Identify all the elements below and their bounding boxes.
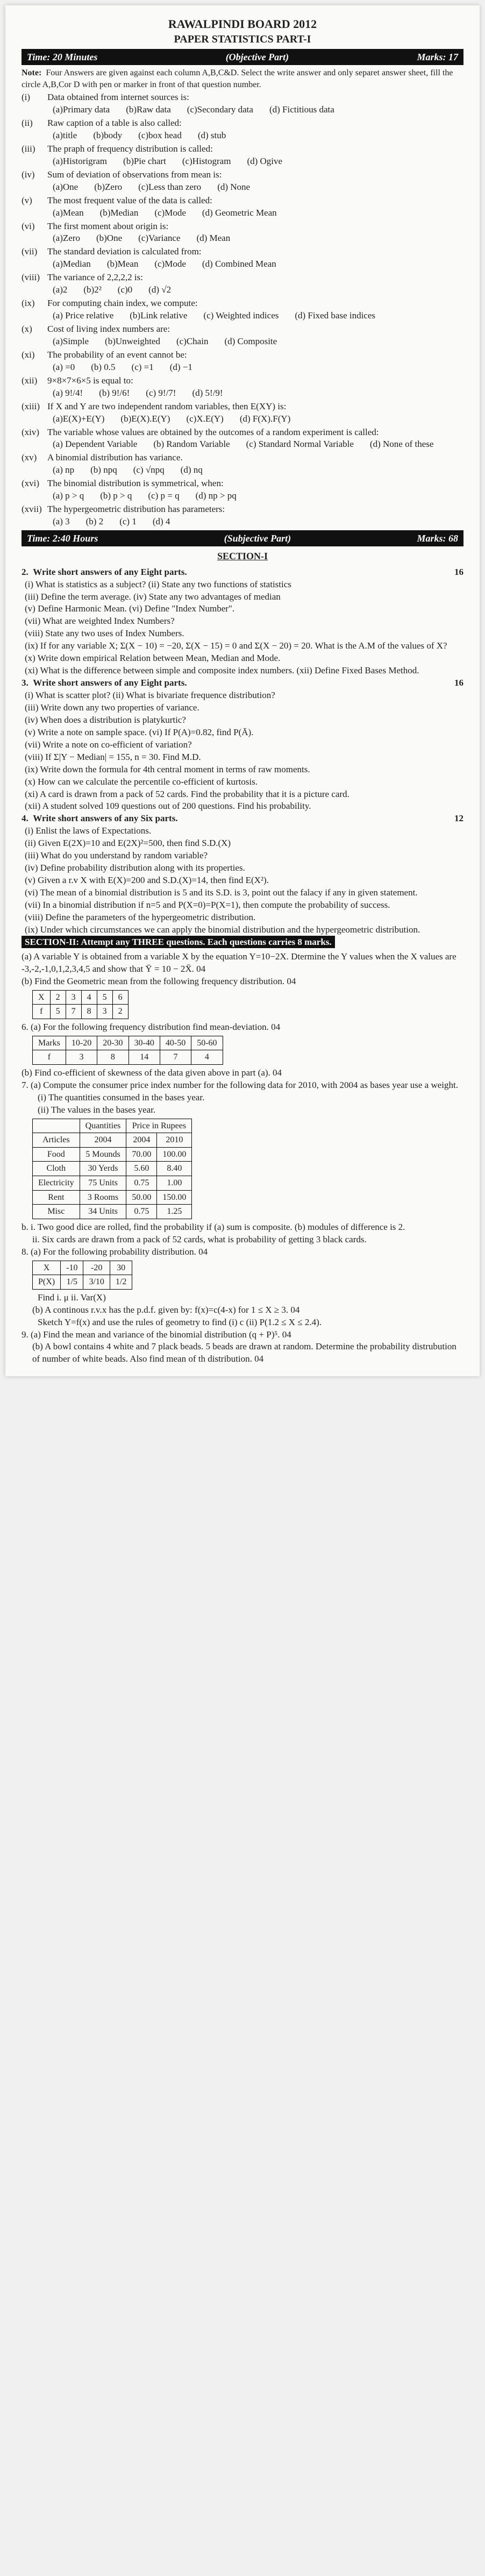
short-item: (v) Write a note on sample space. (vi) I… [25, 727, 463, 739]
mcq-item: (ix)For computing chain index, we comput… [22, 297, 463, 322]
mcq-item: (xv)A binomial distribution has variance… [22, 452, 463, 476]
short-item: (x) Write down empirical Relation betwee… [25, 652, 463, 665]
short-item: (ix) Write down the formula for 4th cent… [25, 764, 463, 776]
short-item: (xii) A student solved 109 questions out… [25, 800, 463, 813]
q8b2: Sketch Y=f(x) and use the rules of geome… [38, 1317, 463, 1329]
q2-head: 2. Write short answers of any Eight part… [22, 566, 463, 579]
paper-title: PAPER STATISTICS PART-I [22, 32, 463, 47]
short-item: (i) Enlist the laws of Expectations. [25, 825, 463, 837]
section2-bar: SECTION-II: Attempt any THREE questions.… [22, 936, 463, 949]
mcq-item: (iv)Sum of deviation of observations fro… [22, 169, 463, 194]
mcq-list: (i)Data obtained from internet sources i… [22, 91, 463, 528]
mcq-item: (xvi)The binomial distribution is symmet… [22, 478, 463, 502]
q2-items: (i) What is statistics as a subject? (ii… [22, 579, 463, 678]
obj-marks: Marks: 17 [417, 51, 458, 63]
mcq-item: (xiii)If X and Y are two independent ran… [22, 401, 463, 425]
q6b: (b) Find co-efficient of skewness of the… [22, 1067, 463, 1079]
short-item: (viii) State any two uses of Index Numbe… [25, 628, 463, 640]
q3-marks: 16 [454, 677, 463, 689]
mcq-item: (viii)The variance of 2,2,2,2 is:(a)2(b)… [22, 272, 463, 296]
short-item: (iii) Write down any two properties of v… [25, 702, 463, 714]
q3-items: (i) What is scatter plot? (ii) What is b… [22, 689, 463, 813]
q7a-text: (a) Compute the consumer price index num… [31, 1080, 458, 1090]
subj-marks: Marks: 68 [417, 532, 458, 545]
subjective-bar: Time: 2:40 Hours (Subjective Part) Marks… [22, 530, 463, 546]
short-item: (xi) A card is drawn from a pack of 52 c… [25, 788, 463, 801]
table-q6: Marks10-2020-3030-4040-5050-60f381474 [32, 1036, 223, 1065]
subj-label: (Subjective Part) [224, 532, 291, 545]
q7a: 7. (a) Compute the consumer price index … [22, 1079, 463, 1092]
table-q5: X23456f57832 [32, 990, 129, 1019]
short-item: (ii) Given E(2X)=10 and E(2X)²=500, then… [25, 837, 463, 850]
q4-items: (i) Enlist the laws of Expectations.(ii)… [22, 825, 463, 936]
q7bii: ii. Six cards are drawn from a pack of 5… [32, 1234, 463, 1246]
q7i: (i) The quantities consumed in the bases… [38, 1092, 463, 1104]
q3-title: Write short answers of any Eight parts. [33, 678, 187, 688]
q9a-text: (a) Find the mean and variance of the bi… [31, 1329, 291, 1340]
short-item: (vi) The mean of a binomial distribution… [25, 887, 463, 899]
q7ii: (ii) The values in the bases year. [38, 1104, 463, 1116]
q4-marks: 12 [454, 813, 463, 825]
short-item: (iv) When does a distribution is platyku… [25, 714, 463, 727]
q5b: (b) Find the Geometric mean from the fol… [22, 976, 463, 988]
q8a-text: (a) For the following probability distri… [31, 1247, 208, 1257]
obj-time: Time: 20 Minutes [27, 51, 97, 63]
short-item: (vii) Write a note on co-efficient of va… [25, 739, 463, 751]
q3-head: 3. Write short answers of any Eight part… [22, 677, 463, 689]
subj-time: Time: 2:40 Hours [27, 532, 98, 545]
mcq-item: (xvii)The hypergeometric distribution ha… [22, 503, 463, 528]
q8b: (b) A continous r.v.x has the p.d.f. giv… [32, 1304, 463, 1317]
table-q7: QuantitiesPrice in RupeesArticles2004200… [32, 1119, 192, 1219]
section2-label: SECTION-II: Attempt any THREE questions.… [22, 936, 335, 948]
q5a: (a) A variable Y is obtained from a vari… [22, 951, 463, 976]
mcq-item: (vi)The first moment about origin is:(a)… [22, 220, 463, 245]
q4-head: 4. Write short answers of any Six parts.… [22, 813, 463, 825]
mcq-item: (x)Cost of living index numbers are:(a)S… [22, 323, 463, 348]
obj-label: (Objective Part) [226, 51, 289, 63]
q9a: 9. (a) Find the mean and variance of the… [22, 1329, 463, 1341]
mcq-item: (xii)9×8×7×6×5 is equal to:(a) 9!/4!(b) … [22, 375, 463, 400]
mcq-item: (xiv)The variable whose values are obtai… [22, 426, 463, 451]
exam-page: RAWALPINDI BOARD 2012 PAPER STATISTICS P… [5, 5, 480, 1376]
short-item: (i) What is statistics as a subject? (ii… [25, 579, 463, 591]
q2-title: Write short answers of any Eight parts. [33, 567, 187, 577]
note-text: Four Answers are given against each colu… [22, 68, 453, 89]
q8a: 8. (a) For the following probability dis… [22, 1246, 463, 1258]
q4-title: Write short answers of any Six parts. [33, 813, 177, 823]
q9b: (b) A bowl contains 4 white and 7 plack … [32, 1341, 463, 1365]
mcq-item: (ii)Raw caption of a table is also calle… [22, 117, 463, 142]
short-item: (vii) What are weighted Index Numbers? [25, 615, 463, 628]
short-item: (viii) Define the parameters of the hype… [25, 912, 463, 924]
q2-marks: 16 [454, 566, 463, 579]
mcq-item: (iii)The praph of frequency distribution… [22, 143, 463, 168]
q7b: b. i. Two good dice are rolled, find the… [22, 1221, 463, 1234]
short-item: (i) What is scatter plot? (ii) What is b… [25, 689, 463, 702]
short-item: (iii) Define the term average. (iv) Stat… [25, 591, 463, 603]
short-item: (ix) If for any variable X; Σ(X − 10) = … [25, 640, 463, 652]
objective-bar: Time: 20 Minutes (Objective Part) Marks:… [22, 49, 463, 65]
q6a-text: (a) For the following frequency distribu… [31, 1022, 280, 1032]
short-item: (iv) Define probability distribution alo… [25, 862, 463, 874]
instruction-note: Note: Four Answers are given against eac… [22, 67, 463, 90]
short-item: (ix) Under which circumstances we can ap… [25, 924, 463, 936]
short-item: (v) Define Harmonic Mean. (vi) Define "I… [25, 603, 463, 615]
board-title: RAWALPINDI BOARD 2012 [22, 16, 463, 32]
short-item: (xi) What is the difference between simp… [25, 665, 463, 677]
mcq-item: (vii)The standard deviation is calculate… [22, 246, 463, 271]
short-item: (viii) If Σ|Y − Median| = 155, n = 30. F… [25, 751, 463, 764]
short-item: (vii) In a binomial distribution if n=5 … [25, 899, 463, 912]
short-item: (x) How can we calculate the percentile … [25, 776, 463, 788]
q6a: 6. (a) For the following frequency distr… [22, 1021, 463, 1034]
section1-head: SECTION-I [22, 550, 463, 563]
mcq-item: (v)The most frequent value of the data i… [22, 195, 463, 219]
mcq-item: (xi)The probability of an event cannot b… [22, 349, 463, 374]
q8a2: Find i. μ ii. Var(X) [38, 1292, 463, 1304]
mcq-item: (i)Data obtained from internet sources i… [22, 91, 463, 116]
short-item: (v) Given a r.v X with E(X)=200 and S.D.… [25, 874, 463, 887]
short-item: (iii) What do you understand by random v… [25, 850, 463, 862]
table-q8: X-10-2030P(X)1/53/101/2 [32, 1261, 132, 1290]
